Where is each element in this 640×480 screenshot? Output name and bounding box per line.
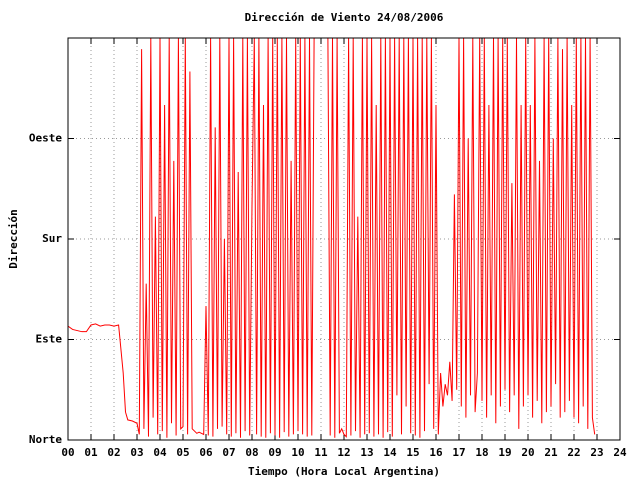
chart-title: Dirección de Viento 24/08/2006 xyxy=(245,11,444,24)
y-tick-label: Norte xyxy=(29,433,62,446)
x-tick-label: 23 xyxy=(590,446,603,459)
y-tick-label: Oeste xyxy=(29,132,62,145)
y-tick-label: Este xyxy=(36,333,63,346)
x-tick-label: 00 xyxy=(61,446,74,459)
x-axis-label: Tiempo (Hora Local Argentina) xyxy=(248,465,440,478)
x-tick-label: 12 xyxy=(337,446,350,459)
x-tick-label: 14 xyxy=(383,446,397,459)
x-tick-label: 13 xyxy=(360,446,373,459)
x-tick-label: 05 xyxy=(176,446,189,459)
x-tick-label: 19 xyxy=(498,446,511,459)
y-axis-label: Dirección xyxy=(7,209,20,269)
plot-border xyxy=(67,37,621,441)
x-tick-label: 06 xyxy=(199,446,213,459)
x-tick-label: 22 xyxy=(567,446,580,459)
x-tick-label: 24 xyxy=(613,446,627,459)
x-tick-label: 17 xyxy=(452,446,465,459)
x-tick-label: 03 xyxy=(130,446,143,459)
x-tick-label: 11 xyxy=(314,446,328,459)
data-line xyxy=(67,37,596,438)
x-tick-label: 04 xyxy=(153,446,167,459)
x-tick-label: 08 xyxy=(245,446,258,459)
x-tick-label: 16 xyxy=(429,446,443,459)
x-tick-label: 15 xyxy=(406,446,419,459)
x-tick-label: 18 xyxy=(475,446,488,459)
y-tick-label: Sur xyxy=(42,232,62,245)
x-tick-label: 10 xyxy=(291,446,304,459)
x-tick-label: 09 xyxy=(268,446,281,459)
x-tick-label: 07 xyxy=(222,446,235,459)
x-tick-label: 20 xyxy=(521,446,534,459)
x-tick-label: 02 xyxy=(107,446,120,459)
x-tick-label: 21 xyxy=(544,446,558,459)
x-tick-label: 01 xyxy=(84,446,98,459)
